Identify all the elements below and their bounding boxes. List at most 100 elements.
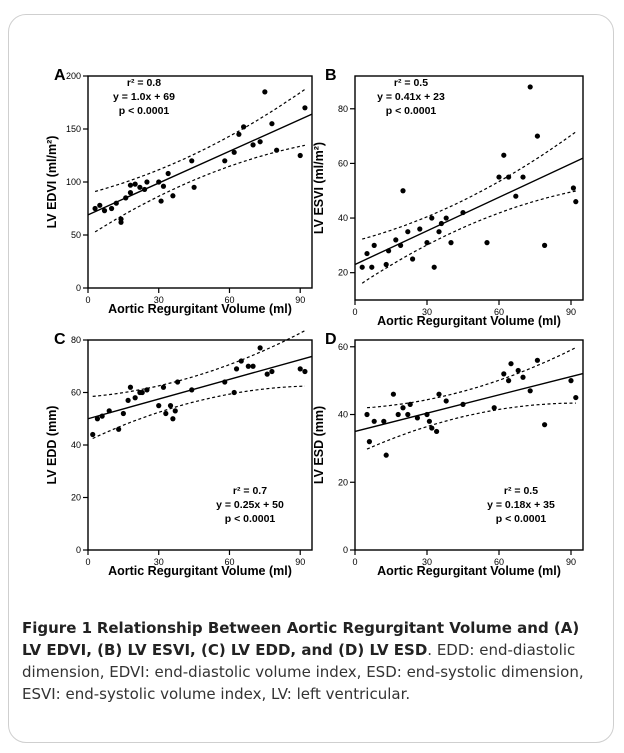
y-tick-label: 200 (66, 71, 81, 81)
regression-line (87, 113, 313, 216)
x-tick-label: 90 (295, 557, 305, 567)
data-point (542, 422, 548, 428)
data-point (364, 250, 370, 257)
y-tick-label: 80 (338, 104, 348, 114)
data-point (127, 190, 134, 196)
x-axis-label: Aortic Regurgitant Volume (ml) (377, 314, 561, 328)
x-tick-label: 90 (295, 295, 305, 305)
data-point (426, 418, 432, 424)
y-tick-label: 0 (343, 545, 348, 555)
data-point (443, 398, 449, 404)
data-point (395, 411, 401, 418)
x-tick-label: 60 (494, 307, 504, 317)
panel-c: C 0 30 60 90 0 20 40 60 80 Aortic Regurgitant Volu… (45, 330, 313, 578)
data-point (515, 367, 521, 374)
data-point (429, 425, 435, 431)
data-point (400, 405, 406, 411)
data-point (274, 147, 280, 153)
data-point (431, 264, 437, 270)
data-point (400, 188, 406, 194)
stat-line: p < 0.0001 (496, 513, 547, 525)
data-point (141, 186, 148, 193)
data-point (496, 174, 502, 180)
data-point (139, 389, 145, 396)
y-tick-label: 40 (338, 213, 348, 223)
data-point (371, 418, 377, 424)
y-tick-label: 60 (71, 388, 81, 398)
data-point (297, 152, 303, 159)
data-point (436, 391, 442, 397)
data-point (417, 226, 423, 232)
data-point (386, 248, 392, 254)
caption-title: Relationship Between Aortic Regurgitant … (22, 619, 580, 659)
data-point (460, 401, 466, 407)
y-tick-label: 0 (76, 545, 81, 555)
data-point (127, 384, 134, 390)
data-point (156, 403, 162, 409)
data-point (520, 374, 526, 380)
data-point (118, 216, 124, 222)
x-tick-label: 0 (85, 295, 90, 305)
x-tick-label: 0 (352, 307, 357, 317)
data-point (92, 205, 98, 212)
data-point (366, 439, 372, 445)
data-point (405, 411, 411, 418)
y-axis-label: LV ESD (mm) (312, 406, 326, 484)
data-point (269, 368, 275, 375)
y-axis-label: LV ESVI (ml/m²) (312, 142, 326, 234)
panel-letter: D (325, 331, 337, 348)
data-point (573, 199, 579, 205)
confidence-band-upper (366, 347, 577, 409)
panel-b: B 0 30 60 90 20 40 60 80 Aortic Regurgitant Volum… (312, 67, 584, 328)
data-point (241, 124, 247, 130)
stat-line: r² = 0.5 (394, 77, 428, 89)
data-point (527, 388, 533, 394)
y-tick-label: 20 (338, 268, 348, 278)
data-point (448, 240, 454, 246)
data-point (233, 366, 240, 372)
data-point (106, 408, 112, 414)
caption-body: . EDD: end-diastolic dimension, EDVI: en… (22, 641, 584, 703)
x-tick-label: 60 (224, 295, 234, 305)
data-point (491, 405, 497, 411)
caption-label: Figure 1 (22, 619, 93, 637)
data-point (302, 368, 308, 375)
data-point (568, 378, 574, 384)
panel-a: A 0 30 60 90 0 50 100 150 200 Aortic Regurgitant V… (45, 67, 313, 316)
data-point (506, 174, 512, 180)
data-point (371, 242, 377, 248)
confidence-band-upper (92, 330, 306, 397)
data-point (262, 89, 268, 95)
stat-line: y = 0.18x + 35 (487, 499, 555, 511)
x-tick-label: 30 (154, 557, 164, 567)
x-axis-label: Aortic Regurgitant Volume (ml) (377, 564, 561, 578)
confidence-band-lower (92, 385, 305, 440)
data-point (191, 184, 197, 190)
data-point (250, 142, 256, 148)
plot-frame (87, 339, 313, 551)
data-point (527, 84, 533, 90)
data-point (144, 179, 150, 185)
x-axis-label: Aortic Regurgitant Volume (ml) (108, 564, 292, 578)
data-point (123, 195, 129, 201)
data-point (158, 198, 164, 204)
data-point (484, 240, 490, 246)
data-point (236, 131, 242, 137)
data-point (90, 431, 96, 438)
data-point (424, 411, 430, 418)
stat-line: p < 0.0001 (386, 105, 437, 117)
y-tick-label: 80 (71, 335, 81, 345)
data-point (438, 220, 444, 227)
confidence-band-lower (361, 190, 576, 284)
data-point (238, 358, 244, 364)
data-point (125, 397, 131, 403)
data-point (116, 426, 122, 432)
data-point (436, 229, 442, 235)
data-point (390, 391, 396, 397)
data-point (407, 401, 413, 407)
x-tick-label: 0 (85, 557, 90, 567)
x-tick-label: 30 (422, 307, 432, 317)
data-point (434, 428, 440, 435)
data-point (132, 395, 138, 401)
figure-caption: Figure 1 Relationship Between Aortic Reg… (22, 617, 602, 705)
